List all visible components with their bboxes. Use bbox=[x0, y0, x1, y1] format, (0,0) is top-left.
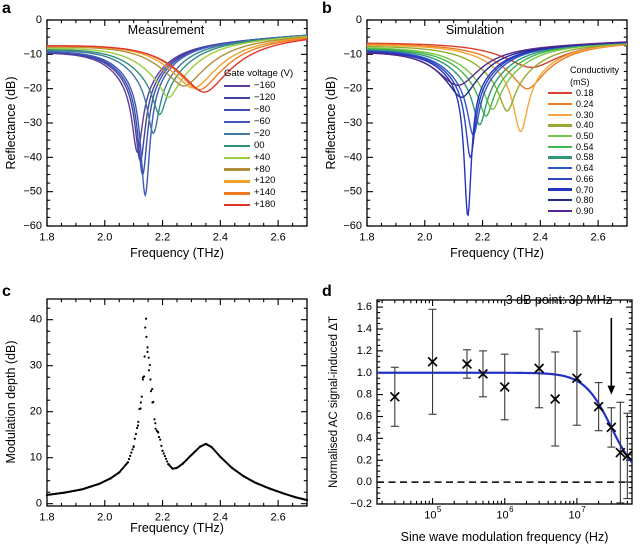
legend-item-label: 0.54 bbox=[576, 141, 594, 152]
panel-letter-d: d bbox=[322, 283, 332, 300]
panel-letter-b: b bbox=[322, 0, 332, 17]
legend-swatch-line bbox=[224, 192, 250, 195]
legend-swatch-line bbox=[224, 132, 250, 135]
measurement-plot-canvas bbox=[0, 0, 320, 274]
legend-swatch-line bbox=[224, 120, 250, 123]
y-axis-label-b: Reflectance (dB) bbox=[324, 76, 338, 170]
legend-item-label: +80 bbox=[254, 163, 271, 175]
legend-item: +180 bbox=[224, 199, 293, 211]
legend-item-label: 0.30 bbox=[576, 109, 594, 120]
x-axis-label-b: Frequency (THz) bbox=[450, 246, 544, 260]
legend-swatch-line bbox=[548, 113, 572, 116]
y-axis-label-c: Modulation depth (dB) bbox=[4, 340, 18, 464]
legend-item: 0.30 bbox=[548, 109, 619, 120]
legend-title: Conductivity bbox=[570, 65, 620, 75]
legend-item-label: 0.24 bbox=[576, 99, 594, 110]
panel-b-simulation: b Simulation Reflectance (dB) Frequency … bbox=[320, 0, 640, 274]
legend-conductivity: Conductivity (mS) 0.18 0.24 0.30 0.40 0.50 0.54… bbox=[548, 64, 619, 216]
legend-swatch-line bbox=[224, 204, 250, 207]
legend-item: 0.54 bbox=[548, 141, 619, 152]
legend-item: −80 bbox=[224, 104, 293, 116]
legend-item: −60 bbox=[224, 116, 293, 128]
simulation-plot-canvas bbox=[320, 0, 640, 274]
y-axis-label-a: Reflectance (dB) bbox=[4, 76, 18, 170]
cutoff-annotation: −3 dB point: 30 MHz bbox=[498, 293, 612, 307]
legend-item: +40 bbox=[224, 152, 293, 164]
legend-item-label: 0.80 bbox=[576, 195, 594, 206]
panel-letter-c: c bbox=[2, 283, 11, 300]
legend-swatch-line bbox=[548, 199, 572, 202]
legend-swatch-line bbox=[548, 156, 572, 159]
legend-item: 0.24 bbox=[548, 99, 619, 110]
legend-item: 0.50 bbox=[548, 131, 619, 142]
panel-c-modulation-depth: c Modulation depth (dB) Frequency (THz) bbox=[0, 274, 320, 548]
legend-item-label: +40 bbox=[254, 151, 271, 163]
legend-swatch-line bbox=[548, 124, 572, 127]
panel-d-modulation-speed: d Normalised AC signal-induced ΔT Sine w… bbox=[320, 274, 640, 548]
legend-item: −120 bbox=[224, 92, 293, 104]
modulation-speed-plot-canvas bbox=[320, 274, 640, 548]
legend-item: 0.64 bbox=[548, 163, 619, 174]
legend-swatch-line bbox=[548, 92, 572, 95]
legend-swatch-line bbox=[548, 135, 572, 138]
legend-item-label: 0.64 bbox=[576, 163, 594, 174]
legend-item-label: 0.70 bbox=[576, 184, 594, 195]
legend-swatch-line bbox=[548, 188, 572, 191]
legend-item: 0.80 bbox=[548, 195, 619, 206]
legend-item: 0.40 bbox=[548, 120, 619, 131]
legend-item-label: +120 bbox=[254, 175, 276, 187]
legend-item: +120 bbox=[224, 175, 293, 188]
legend-item-label: 00 bbox=[254, 139, 265, 151]
legend-item: +80 bbox=[224, 164, 293, 176]
legend-swatch-line bbox=[548, 177, 572, 180]
legend-item-label: −120 bbox=[254, 91, 276, 103]
legend-swatch-line bbox=[224, 168, 250, 171]
plot-title-measurement: Measurement bbox=[127, 23, 205, 37]
modulation-depth-plot-canvas bbox=[0, 274, 320, 548]
legend-item: −160 bbox=[224, 80, 293, 92]
legend-swatch-line bbox=[224, 144, 250, 147]
x-axis-label-a: Frequency (THz) bbox=[130, 246, 224, 260]
legend-item-label: 0.50 bbox=[576, 131, 594, 142]
legend-swatch-line bbox=[224, 96, 250, 99]
legend-item-label: −160 bbox=[254, 79, 276, 91]
legend-item: 0.90 bbox=[548, 206, 619, 217]
x-axis-label-d: Sine wave modulation frequency (Hz) bbox=[400, 530, 609, 544]
legend-item-label: −60 bbox=[254, 115, 271, 127]
legend-item-label: +140 bbox=[254, 187, 276, 199]
panel-a-measurement: a Measurement Reflectance (dB) Frequency… bbox=[0, 0, 320, 274]
x-axis-label-c: Frequency (THz) bbox=[130, 521, 224, 535]
legend-title: Gate voltage (V) bbox=[224, 68, 294, 79]
legend-item-label: 0.40 bbox=[576, 120, 594, 131]
legend-item: 0.66 bbox=[548, 174, 619, 185]
legend-item: 0.70 bbox=[548, 184, 619, 195]
legend-item-label: 0.58 bbox=[576, 152, 594, 163]
legend-item: −20 bbox=[224, 128, 293, 140]
legend-gate-voltage: Gate voltage (V) −160 −120 −80 −60 −20 00 +40 +8… bbox=[224, 68, 293, 211]
legend-item: 0.58 bbox=[548, 152, 619, 163]
legend-item-label: −20 bbox=[254, 127, 271, 139]
legend-swatch-line bbox=[548, 102, 572, 106]
legend-swatch-line bbox=[548, 145, 572, 148]
legend-item: 0.18 bbox=[548, 88, 619, 99]
legend-swatch-line bbox=[548, 167, 572, 170]
legend-item-label: 0.90 bbox=[576, 205, 594, 216]
legend-item-label: +180 bbox=[254, 199, 276, 211]
plot-title-simulation: Simulation bbox=[445, 23, 505, 37]
legend-item-label: 0.18 bbox=[576, 88, 594, 99]
legend-swatch-line bbox=[224, 156, 250, 159]
legend-swatch-line bbox=[548, 209, 572, 212]
legend-title: (mS) bbox=[570, 77, 590, 87]
legend-item: 00 bbox=[224, 140, 293, 152]
legend-item-label: −80 bbox=[254, 103, 271, 115]
legend-item-label: 0.66 bbox=[576, 173, 594, 184]
panel-letter-a: a bbox=[2, 0, 11, 17]
legend-swatch-line bbox=[224, 108, 250, 111]
legend-swatch-line bbox=[224, 84, 250, 88]
legend-item: +140 bbox=[224, 187, 293, 199]
y-axis-label-d: Normalised AC signal-induced ΔT bbox=[328, 316, 340, 488]
legend-swatch-line bbox=[224, 180, 250, 183]
